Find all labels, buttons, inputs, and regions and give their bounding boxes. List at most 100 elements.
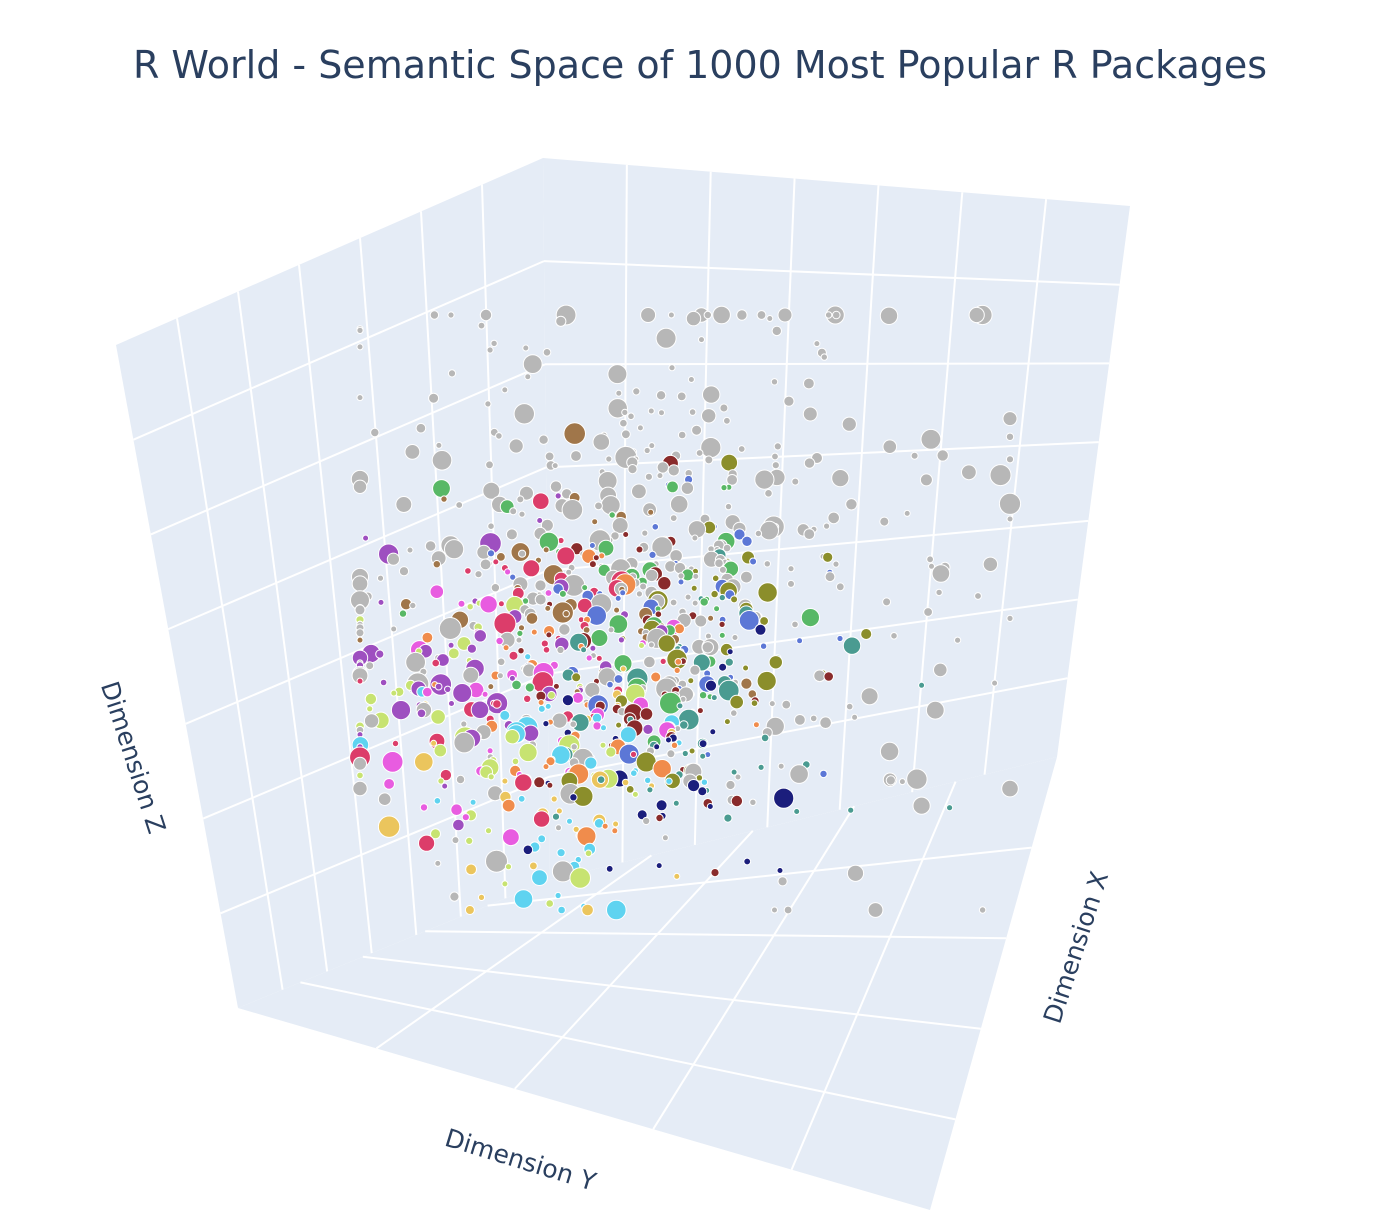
data-point[interactable] [651, 536, 673, 558]
data-point[interactable] [608, 511, 616, 519]
data-point[interactable] [860, 687, 879, 706]
data-point[interactable] [631, 790, 639, 798]
data-point[interactable] [418, 834, 436, 852]
data-point[interactable] [646, 786, 654, 794]
data-point[interactable] [724, 502, 733, 511]
data-point[interactable] [681, 749, 689, 758]
data-point[interactable] [689, 664, 701, 676]
data-point[interactable] [479, 558, 492, 571]
data-point[interactable] [486, 549, 496, 558]
data-point[interactable] [522, 354, 543, 375]
data-point[interactable] [453, 731, 476, 754]
data-point[interactable] [789, 764, 809, 784]
data-point[interactable] [473, 629, 487, 643]
data-point[interactable] [439, 768, 453, 782]
data-point[interactable] [497, 600, 505, 608]
data-point[interactable] [545, 756, 556, 767]
data-point[interactable] [704, 679, 718, 692]
data-point[interactable] [524, 653, 532, 661]
data-point[interactable] [698, 739, 708, 749]
data-point[interactable] [485, 460, 494, 470]
data-point[interactable] [974, 592, 982, 600]
data-point[interactable] [641, 529, 649, 537]
data-point[interactable] [522, 844, 534, 856]
data-point[interactable] [383, 778, 396, 790]
data-point[interactable] [718, 620, 726, 629]
data-point[interactable] [495, 636, 504, 646]
data-point[interactable] [928, 562, 935, 570]
data-point[interactable] [444, 539, 465, 560]
data-point[interactable] [738, 610, 760, 631]
data-point[interactable] [787, 579, 795, 588]
data-point[interactable] [544, 604, 552, 612]
data-point[interactable] [565, 568, 573, 576]
data-point[interactable] [429, 310, 440, 320]
data-point[interactable] [434, 682, 443, 691]
data-point[interactable] [504, 729, 520, 745]
data-point[interactable] [555, 824, 562, 832]
data-point[interactable] [569, 793, 578, 802]
data-point[interactable] [599, 741, 607, 749]
data-point[interactable] [621, 778, 630, 787]
data-point[interactable] [700, 778, 709, 786]
data-point[interactable] [605, 746, 617, 758]
data-point[interactable] [518, 510, 526, 518]
data-point[interactable] [771, 325, 782, 337]
data-point[interactable] [847, 806, 855, 814]
data-point[interactable] [729, 694, 745, 710]
data-point[interactable] [756, 310, 767, 320]
data-point[interactable] [669, 494, 689, 514]
data-point[interactable] [558, 623, 571, 636]
data-point[interactable] [614, 594, 622, 602]
data-point[interactable] [832, 310, 841, 320]
data-point[interactable] [644, 472, 654, 481]
data-point[interactable] [648, 442, 656, 450]
data-point[interactable] [691, 534, 699, 542]
data-point[interactable] [466, 603, 474, 611]
data-point[interactable] [601, 822, 609, 830]
data-point[interactable] [622, 531, 630, 538]
data-point[interactable] [487, 683, 495, 691]
data-point[interactable] [570, 450, 582, 462]
data-point[interactable] [720, 484, 728, 492]
data-point[interactable] [505, 528, 518, 541]
data-point[interactable] [647, 407, 655, 415]
data-point[interactable] [1005, 432, 1015, 441]
data-point[interactable] [935, 588, 943, 597]
data-point[interactable] [613, 606, 621, 614]
data-point[interactable] [722, 543, 732, 553]
data-point[interactable] [903, 509, 911, 517]
data-point[interactable] [493, 612, 517, 636]
data-point[interactable] [513, 403, 535, 425]
data-point[interactable] [730, 768, 738, 776]
data-point[interactable] [1006, 515, 1014, 523]
data-point[interactable] [465, 863, 478, 876]
data-point[interactable] [501, 880, 509, 888]
data-point[interactable] [455, 774, 466, 785]
data-point[interactable] [440, 495, 448, 503]
data-point[interactable] [655, 327, 677, 349]
data-point[interactable] [444, 685, 452, 693]
data-point[interactable] [398, 609, 408, 618]
data-point[interactable] [592, 721, 602, 731]
data-point[interactable] [696, 707, 704, 715]
data-point[interactable] [433, 797, 442, 805]
data-point[interactable] [376, 574, 385, 582]
data-point[interactable] [709, 728, 717, 736]
data-point[interactable] [504, 568, 512, 576]
data-point[interactable] [549, 480, 563, 493]
data-point[interactable] [704, 455, 714, 465]
data-point[interactable] [542, 546, 550, 554]
data-point[interactable] [484, 400, 492, 408]
data-point[interactable] [464, 567, 472, 575]
data-point[interactable] [588, 542, 596, 549]
data-point[interactable] [730, 709, 738, 717]
data-point[interactable] [511, 679, 522, 691]
data-point[interactable] [687, 779, 701, 793]
data-point[interactable] [596, 775, 606, 785]
data-point[interactable] [742, 664, 750, 672]
data-point[interactable] [712, 305, 731, 325]
data-point[interactable] [898, 778, 906, 786]
data-point[interactable] [619, 665, 627, 673]
data-point[interactable] [643, 446, 651, 455]
